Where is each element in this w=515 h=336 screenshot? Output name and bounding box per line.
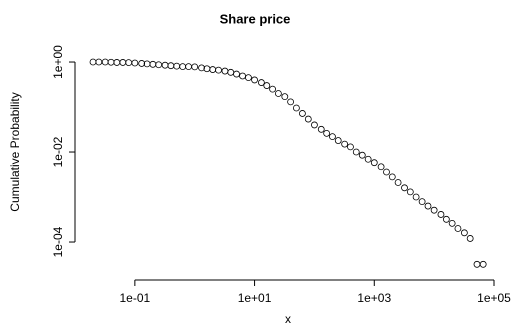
point <box>149 60 157 68</box>
point <box>437 211 445 218</box>
point <box>198 64 205 72</box>
point <box>89 58 97 66</box>
point <box>179 63 187 71</box>
point <box>293 104 300 112</box>
point <box>113 59 121 66</box>
point <box>370 159 378 167</box>
point <box>442 215 450 223</box>
point <box>138 60 146 67</box>
point <box>155 61 163 69</box>
point <box>454 225 462 232</box>
point <box>173 62 181 70</box>
point <box>418 198 426 206</box>
x-axis-label: x <box>285 312 291 326</box>
point <box>364 155 372 163</box>
point <box>191 63 199 71</box>
point <box>299 110 306 117</box>
point <box>245 74 252 82</box>
point <box>311 121 318 129</box>
point <box>257 79 265 86</box>
point <box>227 68 235 76</box>
point <box>221 67 229 75</box>
point <box>466 235 474 242</box>
point <box>412 193 420 201</box>
point <box>304 115 312 123</box>
y-axis-label: Cumulative Probability <box>8 92 22 211</box>
point <box>334 137 342 144</box>
point <box>430 206 438 214</box>
point <box>383 168 390 176</box>
point <box>377 163 385 171</box>
point <box>185 63 192 71</box>
point <box>448 219 456 227</box>
point <box>341 140 349 148</box>
point <box>347 143 354 151</box>
chart-title: Share price <box>220 11 291 26</box>
point <box>233 70 240 78</box>
point <box>287 98 295 106</box>
point <box>95 58 103 66</box>
point <box>401 184 408 192</box>
point <box>358 151 366 159</box>
point <box>263 82 271 89</box>
point <box>119 59 127 66</box>
point <box>317 125 325 133</box>
x-tick-label: 1e-01 <box>120 291 151 305</box>
point <box>131 59 139 67</box>
point <box>239 72 246 80</box>
point <box>215 66 222 74</box>
y-tick-label: 1e-02 <box>51 136 65 167</box>
point <box>388 173 396 181</box>
point <box>460 229 468 237</box>
x-tick-label: 1e+01 <box>238 291 272 305</box>
point <box>107 58 115 66</box>
point <box>101 58 109 66</box>
point <box>274 90 282 97</box>
x-tick-label: 1e+03 <box>357 291 391 305</box>
point <box>479 260 487 268</box>
point <box>329 133 336 141</box>
point <box>473 260 481 268</box>
point <box>394 179 402 186</box>
point <box>209 66 217 73</box>
point <box>352 148 360 156</box>
x-tick-label: 1e+05 <box>477 291 511 305</box>
point <box>323 129 331 137</box>
point <box>281 93 289 101</box>
point <box>161 61 169 69</box>
y-tick-label: 1e+00 <box>51 45 65 79</box>
point <box>406 188 414 196</box>
point <box>125 59 133 67</box>
point <box>251 76 258 84</box>
point <box>167 62 175 70</box>
y-tick-label: 1e-04 <box>51 226 65 257</box>
point <box>424 202 432 210</box>
point <box>269 85 276 93</box>
